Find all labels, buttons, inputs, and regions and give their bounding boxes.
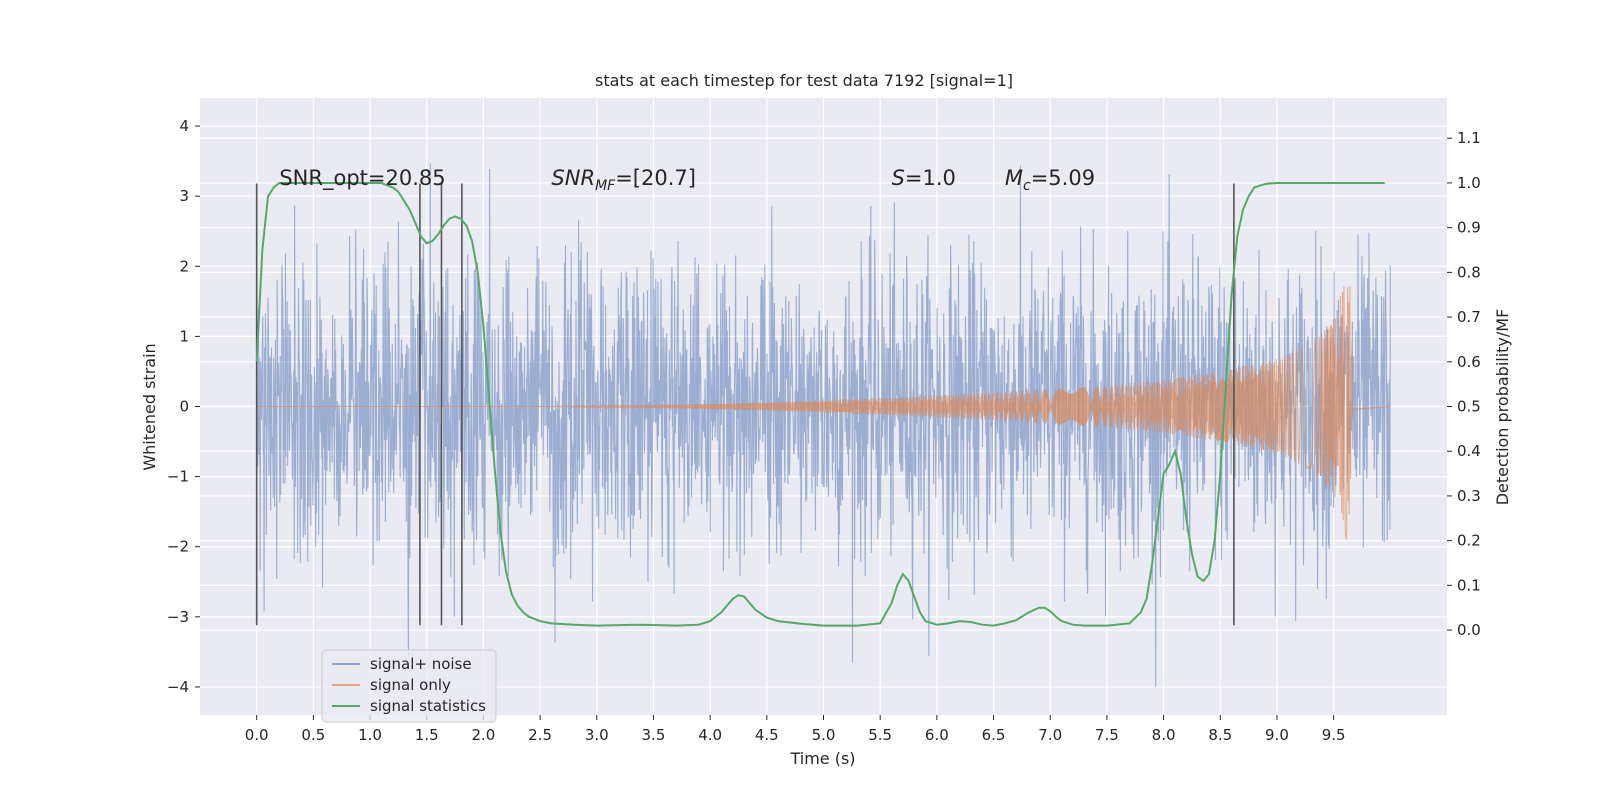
x-tick-label: 6.5 <box>982 726 1006 744</box>
legend-entry: signal statistics <box>370 697 486 715</box>
y-tick-label: 1 <box>179 327 189 345</box>
x-tick-label: 5.0 <box>812 726 836 744</box>
x-tick-label: 5.5 <box>868 726 892 744</box>
x-tick-label: 8.5 <box>1208 726 1232 744</box>
x-tick-label: 3.0 <box>585 726 609 744</box>
y-axis-ticks: 4 3 2 1 0 −1 −2 −3 −4 <box>167 117 200 696</box>
y-tick-label: 4 <box>179 117 189 135</box>
series-signal-only <box>256 286 1391 540</box>
x-tick-label: 2.5 <box>528 726 552 744</box>
detection-markers <box>255 183 1235 626</box>
x-tick-label: 1.0 <box>358 726 382 744</box>
y-tick-label: −2 <box>167 538 189 556</box>
x-tick-label: 9.0 <box>1265 726 1289 744</box>
y-right-tick-label: 0.4 <box>1457 442 1481 460</box>
y-right-tick-label: 0.6 <box>1457 353 1481 371</box>
y-right-tick-label: 0.3 <box>1457 487 1481 505</box>
x-tick-label: 1.5 <box>415 726 439 744</box>
series-signal-statistics <box>255 181 1385 627</box>
y-right-tick-label: 0.2 <box>1457 532 1481 550</box>
y-right-tick-label: 1.1 <box>1457 129 1481 147</box>
x-tick-label: 6.0 <box>925 726 949 744</box>
x-tick-label: 7.0 <box>1038 726 1062 744</box>
annotation-text: Mc=5.09 <box>1005 166 1095 194</box>
x-tick-label: 9.5 <box>1322 726 1346 744</box>
y-tick-label: −1 <box>167 468 189 486</box>
annotations: SNR_opt=20.85 SNRMF=[20.7] S=1.0 Mc=5.09 <box>279 166 1095 194</box>
y-right-tick-label: 0.7 <box>1457 308 1481 326</box>
y-right-tick-label: 0.5 <box>1457 398 1481 416</box>
legend-entry: signal only <box>370 676 451 694</box>
legend-entry: signal+ noise <box>370 655 472 673</box>
y-tick-label: −3 <box>167 608 189 626</box>
x-tick-label: 0.0 <box>245 726 269 744</box>
y-right-tick-label: 1.0 <box>1457 174 1481 192</box>
signal-trace <box>256 286 1391 540</box>
legend-box <box>321 649 497 723</box>
annotation-text: S=1.0 <box>892 166 956 190</box>
x-tick-label: 3.5 <box>642 726 666 744</box>
y-tick-label: 0 <box>179 398 189 416</box>
y-right-tick-label: 0.9 <box>1457 219 1481 237</box>
x-tick-label: 4.5 <box>755 726 779 744</box>
y-right-axis-ticks: 1.1 1.0 0.9 0.8 0.7 0.6 0.5 0.4 0.3 0.2 0.1 0.0 <box>1447 129 1481 639</box>
signal-statistics-line <box>255 181 1385 627</box>
x-axis-label: Time (s) <box>789 749 855 768</box>
annotation-text: SNRMF=[20.7] <box>551 166 696 194</box>
y-right-tick-label: 0.8 <box>1457 263 1481 281</box>
y-right-tick-label: 0.1 <box>1457 576 1481 594</box>
y-right-tick-label: 0.0 <box>1457 621 1481 639</box>
x-tick-label: 0.5 <box>301 726 325 744</box>
chart-title: stats at each timestep for test data 719… <box>595 71 1013 90</box>
y-tick-label: −4 <box>167 678 189 696</box>
legend: signal+ noise signal only signal statistic… <box>321 649 497 723</box>
x-tick-label: 4.0 <box>698 726 722 744</box>
x-tick-label: 2.0 <box>471 726 495 744</box>
y-right-axis-label: Detection probability/MF <box>1493 309 1512 506</box>
y-tick-label: 3 <box>179 187 189 205</box>
y-tick-label: 2 <box>179 257 189 275</box>
x-axis-ticks: 0.0 0.5 1.0 1.5 2.0 2.5 3.0 3.5 4.0 4.5 5.0 5.5 6.0 6… <box>245 715 1346 744</box>
annotation-text: SNR_opt=20.85 <box>279 166 445 191</box>
x-tick-label: 7.5 <box>1095 726 1119 744</box>
x-tick-label: 8.0 <box>1152 726 1176 744</box>
y-axis-label: Whitened strain <box>140 343 159 470</box>
